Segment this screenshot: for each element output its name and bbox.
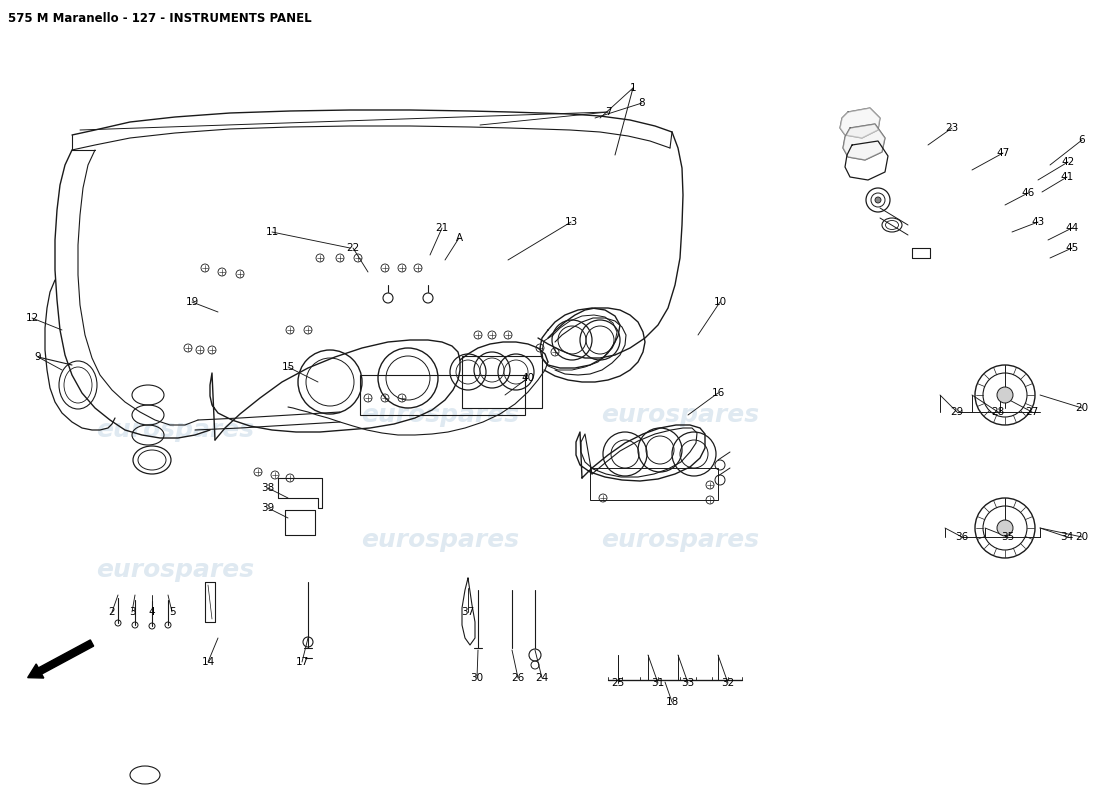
- Text: 5: 5: [168, 607, 175, 617]
- Polygon shape: [843, 124, 886, 160]
- Text: eurospares: eurospares: [96, 418, 254, 442]
- Text: 22: 22: [346, 243, 360, 253]
- Bar: [360, 375, 525, 415]
- Text: 9: 9: [35, 352, 42, 362]
- Text: 14: 14: [201, 657, 214, 667]
- Text: 35: 35: [1001, 532, 1014, 542]
- Text: 20: 20: [1076, 532, 1089, 542]
- Text: 15: 15: [282, 362, 295, 372]
- Circle shape: [874, 197, 881, 203]
- Text: 30: 30: [471, 673, 484, 683]
- Text: eurospares: eurospares: [361, 403, 519, 427]
- Text: 4: 4: [148, 607, 155, 617]
- Text: 45: 45: [1066, 243, 1079, 253]
- Bar: [590, 468, 718, 500]
- Text: 16: 16: [712, 388, 725, 398]
- Text: 21: 21: [436, 223, 449, 233]
- Text: 2: 2: [109, 607, 116, 617]
- Text: 38: 38: [262, 483, 275, 493]
- Text: 29: 29: [950, 407, 964, 417]
- Text: 8: 8: [639, 98, 646, 108]
- Circle shape: [997, 387, 1013, 403]
- Text: 39: 39: [262, 503, 275, 513]
- Text: 47: 47: [997, 148, 1010, 158]
- Text: 12: 12: [25, 313, 39, 323]
- Text: 3: 3: [129, 607, 135, 617]
- Text: A: A: [455, 233, 463, 243]
- Text: 11: 11: [265, 227, 278, 237]
- Text: 43: 43: [1032, 217, 1045, 227]
- Text: 20: 20: [1076, 403, 1089, 413]
- Text: 24: 24: [536, 673, 549, 683]
- Text: 37: 37: [461, 607, 474, 617]
- Text: eurospares: eurospares: [361, 528, 519, 552]
- Text: 33: 33: [681, 678, 694, 688]
- Text: 32: 32: [722, 678, 735, 688]
- Circle shape: [997, 520, 1013, 536]
- Text: 31: 31: [651, 678, 664, 688]
- Text: 36: 36: [956, 532, 969, 542]
- Text: eurospares: eurospares: [96, 558, 254, 582]
- Bar: [462, 356, 542, 408]
- Text: 19: 19: [186, 297, 199, 307]
- Text: 7: 7: [605, 107, 612, 117]
- Text: 27: 27: [1025, 407, 1038, 417]
- Text: 46: 46: [1022, 188, 1035, 198]
- Text: 13: 13: [564, 217, 578, 227]
- Text: 34: 34: [1060, 532, 1074, 542]
- Text: 575 M Maranello - 127 - INSTRUMENTS PANEL: 575 M Maranello - 127 - INSTRUMENTS PANE…: [8, 12, 311, 25]
- Text: 44: 44: [1066, 223, 1079, 233]
- Text: 42: 42: [1062, 157, 1075, 167]
- Text: 23: 23: [945, 123, 958, 133]
- Text: 18: 18: [666, 697, 679, 707]
- Text: 1: 1: [629, 83, 636, 93]
- Text: 25: 25: [612, 678, 625, 688]
- Polygon shape: [840, 108, 880, 138]
- Text: 41: 41: [1060, 172, 1074, 182]
- Text: 26: 26: [512, 673, 525, 683]
- FancyArrow shape: [28, 640, 94, 678]
- Text: 6: 6: [1079, 135, 1086, 145]
- Text: eurospares: eurospares: [601, 528, 759, 552]
- Text: 28: 28: [991, 407, 1004, 417]
- Text: 17: 17: [296, 657, 309, 667]
- Text: eurospares: eurospares: [601, 403, 759, 427]
- Text: 40: 40: [521, 373, 535, 383]
- Text: 10: 10: [714, 297, 727, 307]
